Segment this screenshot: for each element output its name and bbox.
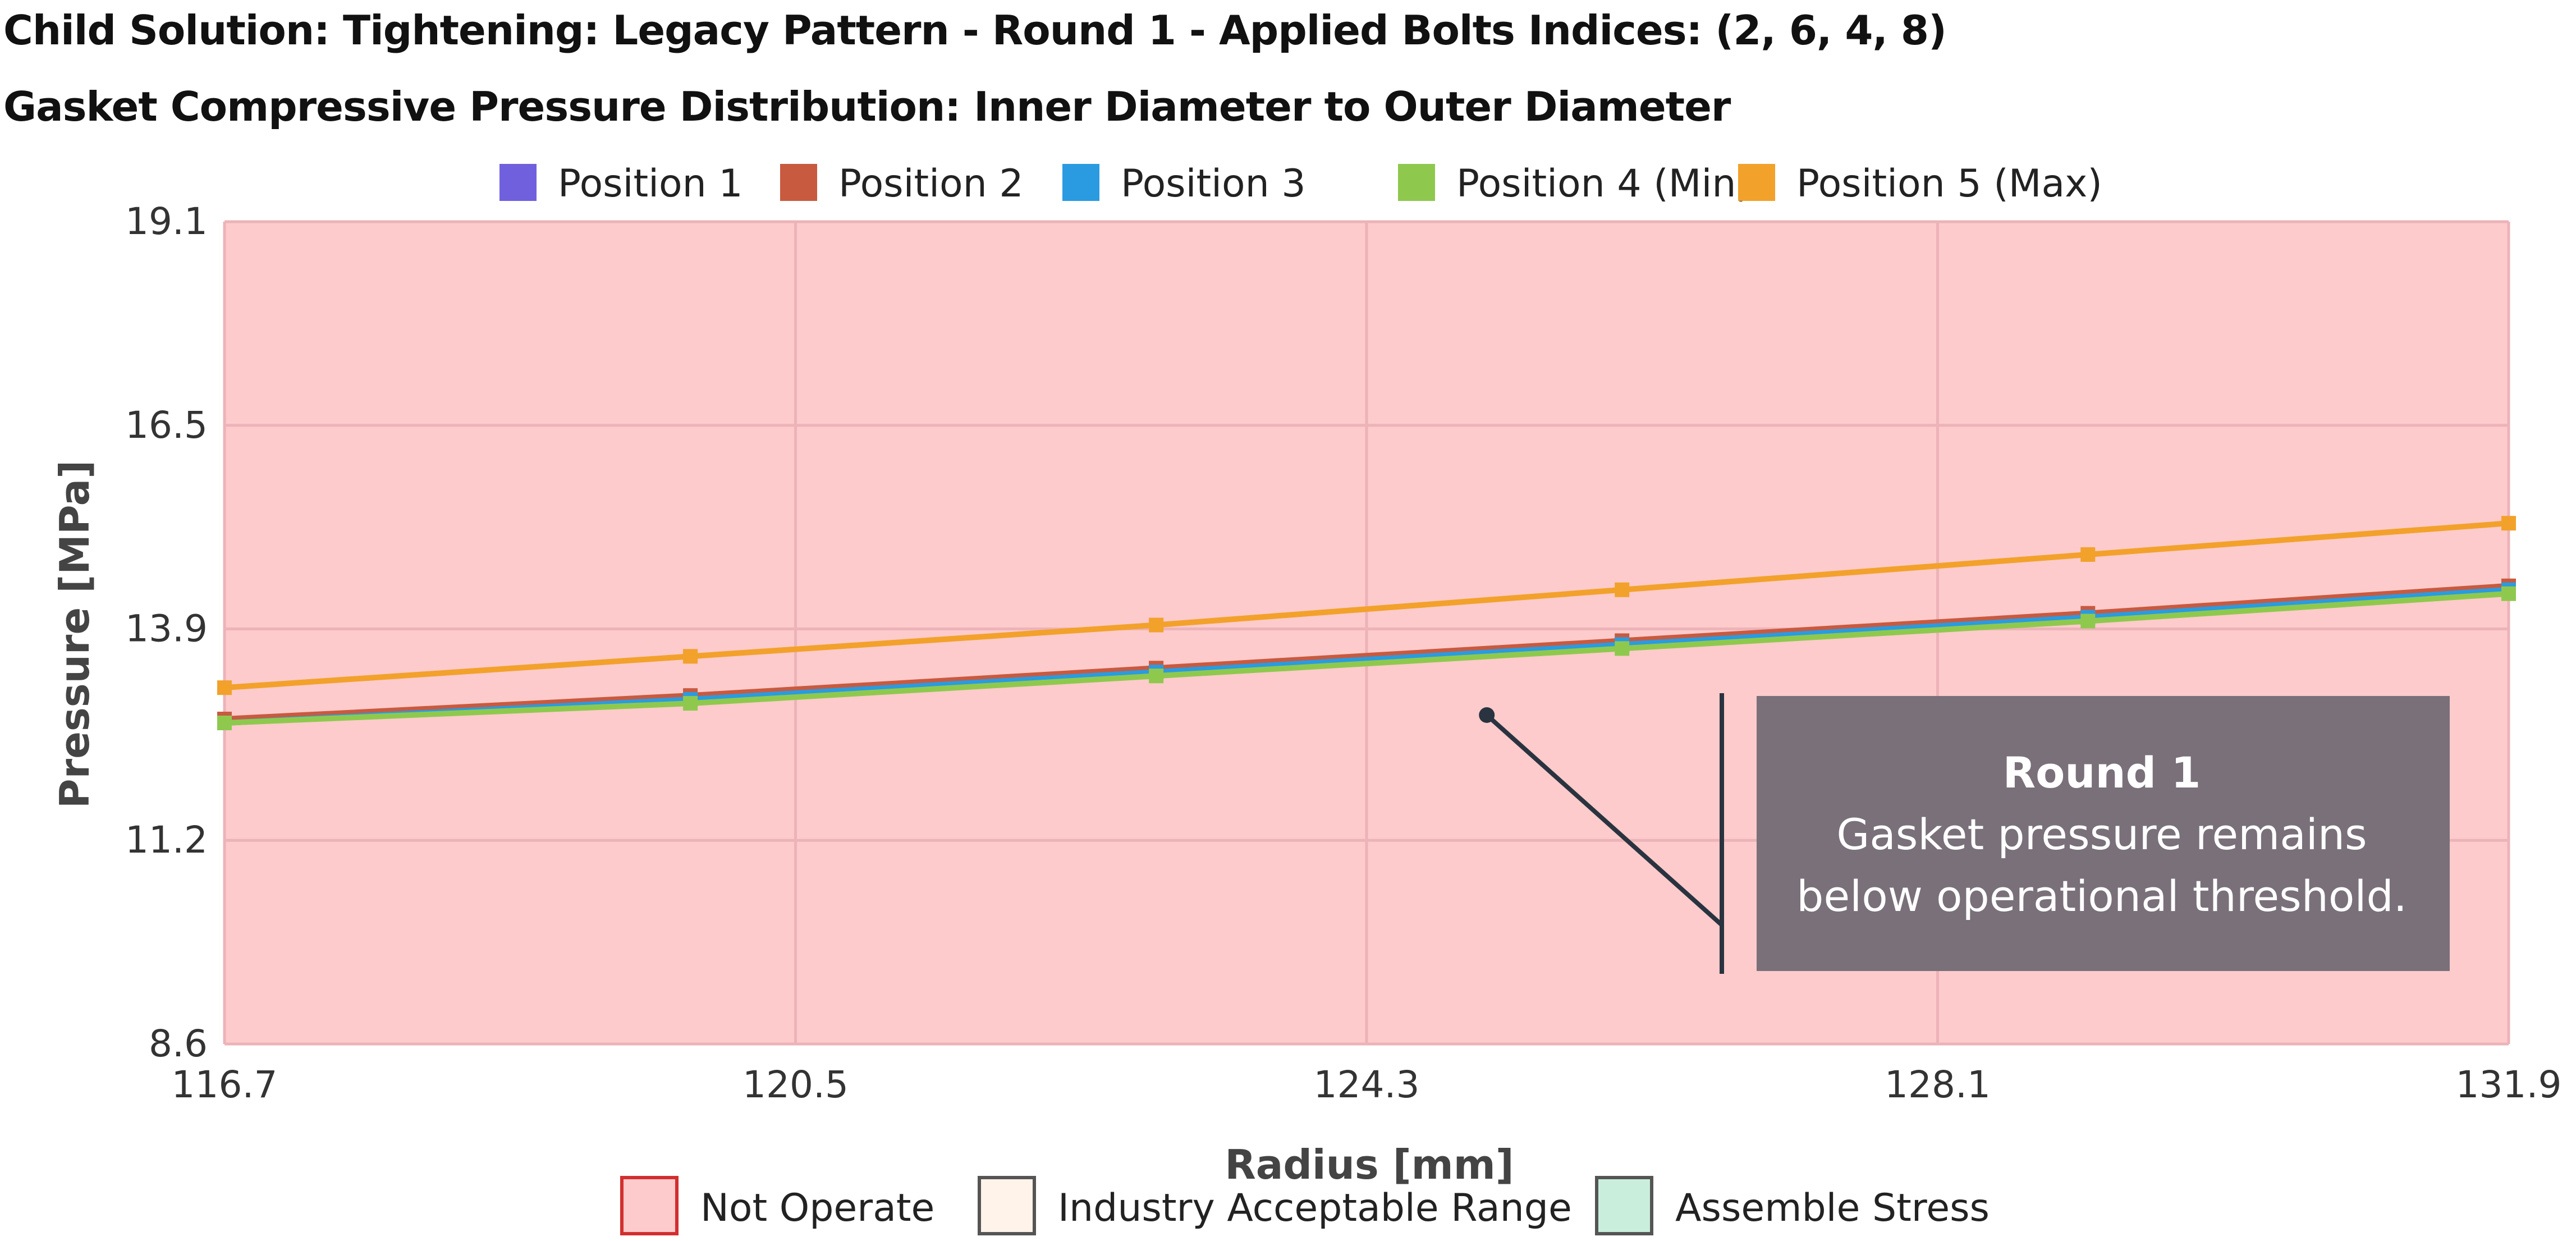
data-point <box>2080 547 2096 562</box>
y-tick-label: 11.2 <box>125 818 208 862</box>
series-line-2 <box>224 583 2509 722</box>
x-tick-label: 128.1 <box>1885 1063 1991 1106</box>
legend-swatch <box>780 164 817 201</box>
series-line-3 <box>224 587 2509 726</box>
legend-item-position-2[interactable]: Position 2 <box>780 162 1024 206</box>
x-axis-ticks: 116.7 120.5 124.3 128.1 131.9 <box>172 1063 2562 1106</box>
round-annotation: Round 1 Gasket pressure remains below op… <box>1479 693 2450 974</box>
data-point <box>1149 668 1164 684</box>
band-legend-item[interactable]: Not Operate <box>620 1176 934 1235</box>
legend-label: Position 4 (Min) <box>1456 162 1751 206</box>
legend-item-position-5[interactable]: Position 5 (Max) <box>1738 162 2102 206</box>
legend-item-position-4[interactable]: Position 4 (Min) <box>1398 162 1751 206</box>
band-swatch <box>1595 1176 1653 1235</box>
data-point <box>683 696 698 711</box>
x-tick-label: 116.7 <box>172 1063 278 1106</box>
legend-label: Position 3 <box>1121 162 1306 206</box>
legend-label: Position 1 <box>558 162 743 206</box>
legend-label: Position 2 <box>838 162 1024 206</box>
annotation-line-2: below operational threshold. <box>1796 871 2407 921</box>
x-tick-label: 131.9 <box>2456 1063 2562 1106</box>
chart-title: Child Solution: Tightening: Legacy Patte… <box>3 7 1947 54</box>
series-line-4 <box>224 590 2509 726</box>
grid-lines <box>223 220 2510 1046</box>
band-swatch <box>978 1176 1036 1235</box>
x-tick-label: 124.3 <box>1314 1063 1420 1106</box>
annotation-point <box>1479 707 1495 723</box>
legend-item-position-3[interactable]: Position 3 <box>1062 162 1306 206</box>
band-legend-item[interactable]: Assemble Stress <box>1595 1176 1990 1235</box>
data-point <box>217 715 232 730</box>
series-line-5 <box>224 520 2509 691</box>
chart-subtitle: Gasket Compressive Pressure Distribution… <box>3 83 1731 130</box>
y-axis-ticks: 8.6 11.2 13.9 16.5 19.1 <box>125 200 208 1065</box>
legend-swatch <box>499 164 537 201</box>
band-label: Assemble Stress <box>1675 1186 1990 1230</box>
band-legend-item[interactable]: Industry Acceptable Range <box>978 1176 1572 1235</box>
series-legend[interactable]: Position 1 Position 2 Position 3 Position 4… <box>499 162 2102 206</box>
legend-swatch <box>1398 164 1435 201</box>
data-point <box>2501 586 2516 601</box>
data-point <box>1615 641 1630 656</box>
y-tick-label: 19.1 <box>125 200 208 243</box>
y-tick-label: 16.5 <box>125 404 208 447</box>
x-axis-label: Radius [mm] <box>1225 1141 1514 1188</box>
band-legend[interactable]: Not Operate Industry Acceptable Range Asse… <box>620 1176 1990 1235</box>
y-tick-label: 13.9 <box>125 607 208 651</box>
x-tick-label: 120.5 <box>742 1063 849 1106</box>
annotation-line-1: Gasket pressure remains <box>1836 809 2367 859</box>
y-axis-label: Pressure [MPa] <box>51 460 98 808</box>
data-point <box>1149 617 1164 633</box>
legend-label: Position 5 (Max) <box>1796 162 2102 206</box>
band-label: Not Operate <box>700 1186 934 1230</box>
legend-swatch <box>1062 164 1099 201</box>
data-point <box>683 649 698 664</box>
data-point <box>1615 582 1630 597</box>
annotation-box <box>1757 696 2450 971</box>
series-lines <box>217 516 2516 730</box>
legend-swatch <box>1738 164 1775 201</box>
data-point <box>2080 613 2096 629</box>
legend-item-position-1[interactable]: Position 1 <box>499 162 743 206</box>
data-point <box>2501 516 2516 531</box>
annotation-connector <box>1485 713 1724 927</box>
band-label: Industry Acceptable Range <box>1058 1186 1572 1230</box>
annotation-title: Round 1 <box>2003 748 2201 798</box>
band-swatch <box>620 1176 679 1235</box>
y-tick-label: 8.6 <box>149 1022 208 1065</box>
data-point <box>217 680 232 695</box>
